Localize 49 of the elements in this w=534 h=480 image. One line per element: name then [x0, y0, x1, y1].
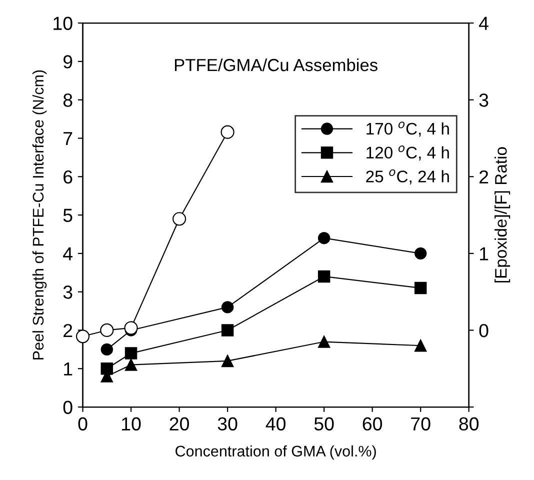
x-tick-label: 50: [314, 417, 334, 431]
point: [124, 358, 138, 371]
y2-tick-label: 2: [480, 170, 488, 184]
x-tick-label: 10: [122, 417, 141, 431]
y-tick-label: 9: [64, 55, 72, 68]
point: [221, 301, 234, 314]
y-tick-label: 1: [64, 362, 72, 376]
y2-axis-title: [Epoxide]/[F] Ratio: [494, 147, 510, 282]
y-tick-label: 2: [64, 324, 72, 338]
x-tick-label: 80: [459, 417, 479, 431]
point: [100, 323, 114, 338]
point: [318, 232, 330, 244]
x-axis-title: Concentration of GMA (vol.%): [176, 445, 376, 460]
point: [172, 212, 186, 226]
legend-label: 25 $^{o}$C, 24 h: [366, 169, 449, 184]
x-tick-label: 30: [218, 417, 238, 431]
legend-label: 170 $^{o}$C, 4 h: [366, 122, 449, 137]
y2-tick-label: 1: [480, 247, 488, 260]
point: [414, 282, 427, 294]
point: [318, 336, 330, 348]
x-tick-label: 70: [411, 417, 430, 431]
point: [220, 125, 234, 139]
y-tick-label: 3: [63, 286, 72, 299]
y-axis-title: Peel Strength of PTFE-Cu Interface (N/cm): [32, 70, 47, 360]
point: [76, 330, 90, 344]
point: [221, 324, 234, 336]
point: [414, 247, 427, 260]
y-tick-label: 6: [64, 170, 72, 184]
point: [124, 321, 138, 335]
y2-tick-label: 3: [479, 94, 488, 107]
y-tick-label: 7: [64, 132, 72, 146]
point: [414, 339, 427, 352]
x-tick-label: 60: [362, 417, 382, 431]
text: PTFE/GMA/Cu Assembies: [174, 58, 378, 72]
point: [318, 270, 330, 283]
y2-tick-label: 4: [479, 16, 488, 30]
point: [221, 354, 234, 368]
y2-tick-label: 0: [479, 324, 488, 338]
point: [124, 347, 138, 360]
y-tick-label: 5: [63, 208, 72, 222]
point: [100, 343, 114, 356]
y-tick-label: 8: [63, 94, 72, 107]
legend-label: 120 $^{o}$C, 4 h: [366, 145, 449, 161]
y-tick-label: 10: [54, 16, 72, 30]
y-tick-label: 4: [63, 247, 72, 260]
x-tick-label: 40: [266, 417, 286, 431]
x-tick-label: 0: [78, 417, 88, 431]
y-tick-label: 0: [63, 400, 72, 414]
x-tick-label: 20: [170, 417, 189, 431]
